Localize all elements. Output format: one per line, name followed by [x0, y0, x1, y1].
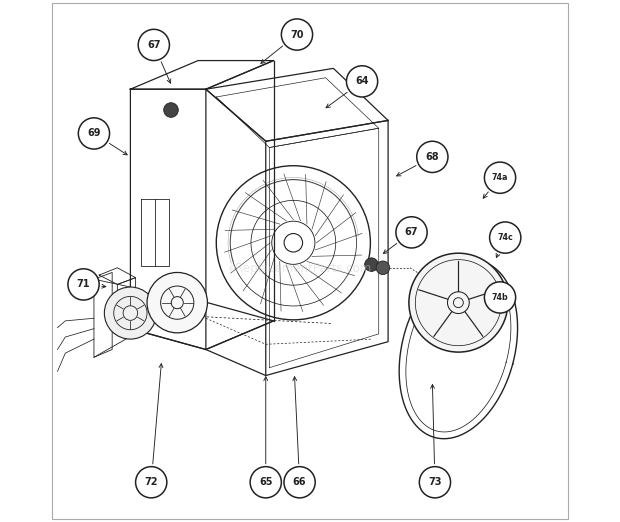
Circle shape — [490, 222, 521, 253]
Text: 64: 64 — [355, 76, 369, 86]
Circle shape — [376, 261, 389, 275]
Text: 74b: 74b — [492, 293, 508, 302]
Circle shape — [78, 118, 110, 149]
Circle shape — [396, 217, 427, 248]
Text: eReplacementParts.com: eReplacementParts.com — [228, 263, 371, 275]
Circle shape — [250, 467, 281, 498]
Circle shape — [147, 272, 208, 333]
Circle shape — [68, 269, 99, 300]
Text: 72: 72 — [144, 477, 158, 487]
Circle shape — [347, 66, 378, 97]
Circle shape — [417, 141, 448, 172]
Circle shape — [409, 253, 508, 352]
Text: 67: 67 — [147, 40, 161, 50]
Circle shape — [138, 29, 169, 61]
Circle shape — [104, 287, 156, 339]
Text: 68: 68 — [425, 152, 439, 162]
Text: 70: 70 — [290, 30, 304, 40]
Text: 73: 73 — [428, 477, 441, 487]
Text: 74c: 74c — [497, 233, 513, 242]
Circle shape — [419, 467, 451, 498]
Text: 67: 67 — [405, 228, 418, 238]
Text: 66: 66 — [293, 477, 306, 487]
Text: 69: 69 — [87, 128, 100, 138]
Text: 74a: 74a — [492, 173, 508, 182]
Circle shape — [484, 282, 516, 313]
Circle shape — [365, 258, 378, 271]
Circle shape — [281, 19, 312, 50]
Circle shape — [164, 103, 179, 117]
Circle shape — [136, 467, 167, 498]
Circle shape — [284, 467, 315, 498]
Text: 65: 65 — [259, 477, 273, 487]
Circle shape — [484, 162, 516, 193]
Circle shape — [490, 291, 500, 302]
Text: 71: 71 — [77, 279, 91, 289]
